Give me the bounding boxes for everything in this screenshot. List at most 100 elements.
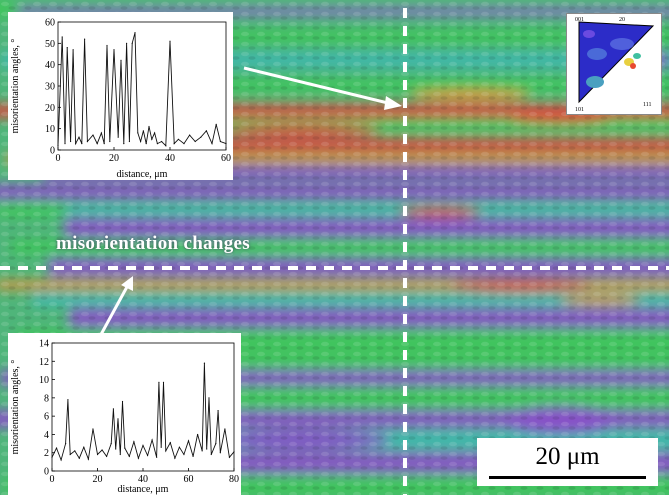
chart2-y-tick-label: 10 xyxy=(39,375,49,386)
chart2-y-tick-label: 8 xyxy=(44,393,49,404)
chart1-data-point xyxy=(154,132,156,134)
chart1-data-point xyxy=(194,140,196,143)
chart2-y-tick-label: 0 xyxy=(44,467,49,478)
chart2-data-point xyxy=(174,457,176,459)
chart2-data-point xyxy=(233,451,235,453)
chart1-data-point xyxy=(156,143,158,145)
chart1-data-point xyxy=(148,125,150,128)
ipf-label-101: 101 xyxy=(575,107,584,113)
chart2-data-point xyxy=(106,455,108,457)
chart1-y-axis-label: misorientation angles, ° xyxy=(10,39,21,134)
chart2-data-point xyxy=(137,457,140,459)
ipf-color-key: 001 20 101 111 xyxy=(566,13,662,115)
chart1-data-point xyxy=(123,143,125,145)
profile-chart-bottom: 0 20 40 60 80 0 2 4 6 8 10 12 14 distance, μm misorien… xyxy=(8,333,241,495)
chart1-data-point xyxy=(106,44,108,47)
chart1-data-point xyxy=(200,136,202,138)
chart1-data-point xyxy=(219,140,221,143)
chart2-data-point xyxy=(51,456,53,458)
chart2-data-point xyxy=(206,448,208,450)
chart1-data-point xyxy=(140,140,142,143)
ipf-label-111: 111 xyxy=(643,102,652,108)
chart1-data-point xyxy=(75,143,77,145)
chart1-data-point xyxy=(169,40,171,42)
chart1-data-point xyxy=(161,140,163,143)
chart1-data-point xyxy=(84,38,86,40)
chart1-data-point xyxy=(100,132,102,134)
chart2-data-point xyxy=(112,408,115,410)
chart2-data-point xyxy=(192,455,194,457)
chart1-x-tick-label: 20 xyxy=(109,153,119,164)
arrow-bottom xyxy=(96,276,133,341)
chart2-data-point xyxy=(162,381,165,383)
chart1-data-point xyxy=(72,49,74,51)
chart1-data-point xyxy=(225,143,227,145)
chart2-data-point xyxy=(110,442,112,445)
chart1-y-tick-label: 10 xyxy=(45,124,55,135)
chart2-data-point xyxy=(156,456,158,458)
chart2-data-point xyxy=(217,410,219,412)
chart2-data-point xyxy=(219,452,221,454)
chart1-data-point xyxy=(70,140,72,143)
chart2-data-point xyxy=(210,453,212,456)
chart2-data-point xyxy=(74,450,76,452)
chart2-data-point xyxy=(78,457,80,459)
ipf-label-001: 001 xyxy=(575,17,584,23)
profile-chart-top: 0 20 40 60 0 10 20 30 40 50 60 distance, μm misorien… xyxy=(8,12,233,180)
chart1-data-point xyxy=(66,47,68,49)
chart2-data-point xyxy=(65,442,67,445)
chart1-data-point xyxy=(117,136,119,138)
chart2-data-point xyxy=(124,447,126,449)
chart1-data-point xyxy=(151,138,153,140)
chart2-data-point xyxy=(92,428,94,430)
chart2-data-point xyxy=(146,454,149,457)
chart1-data-point xyxy=(61,36,63,38)
scale-bar: 20 μm xyxy=(477,438,658,486)
chart2-x-tick-label: 60 xyxy=(184,474,194,485)
chart2-data-point xyxy=(87,458,89,460)
chart2-y-axis-label: misorientation angles, ° xyxy=(10,360,21,455)
chart1-y-tick-label: 20 xyxy=(45,103,55,114)
chart1-data-point xyxy=(215,123,217,125)
chart1-data-point xyxy=(134,32,136,34)
chart1-data-point xyxy=(173,143,175,145)
chart2-data-point xyxy=(121,400,124,403)
chart2-data-point xyxy=(119,453,121,456)
chart2-y-tick-label: 2 xyxy=(44,448,49,459)
chart2-data-point xyxy=(178,446,180,448)
chart1-data-point xyxy=(189,134,191,136)
chart2-y-tick-label: 4 xyxy=(44,430,49,441)
chart1-data-point xyxy=(142,130,144,132)
chart2-x-tick-label: 0 xyxy=(50,474,55,485)
chart1-data-point xyxy=(86,140,88,143)
chart1-data-point xyxy=(113,49,115,51)
chart2-data-point xyxy=(115,448,117,450)
chart1-data-point xyxy=(137,132,139,134)
chart1-data-point xyxy=(120,59,122,62)
chart1-profile-series xyxy=(57,32,227,147)
chart2-data-point xyxy=(96,453,99,456)
misorientation-label: misorientation changes xyxy=(56,233,250,254)
chart2-data-point xyxy=(215,442,217,445)
chart1-x-tick-label: 0 xyxy=(56,153,61,164)
chart1-data-point xyxy=(64,143,66,145)
chart2-plot-frame xyxy=(51,342,235,472)
scale-bar-label: 20 μm xyxy=(535,443,600,470)
chart1-data-point xyxy=(81,143,83,145)
arrow-top xyxy=(243,66,402,110)
chart2-x-axis-label: distance, μm xyxy=(118,484,169,495)
chart1-data-point xyxy=(145,143,147,145)
chart2-data-point xyxy=(187,440,190,442)
chart1-data-point xyxy=(183,143,185,145)
chart2-x-tick-label: 20 xyxy=(93,474,103,485)
chart1-data-point xyxy=(78,136,80,138)
chart2-data-point xyxy=(101,449,103,451)
chart2-data-point xyxy=(117,418,119,420)
chart2-data-point xyxy=(67,399,69,401)
chart2-data-point xyxy=(201,450,203,452)
chart2-data-point xyxy=(60,459,62,461)
chart1-data-point xyxy=(92,134,94,136)
chart1-x-axis-label: distance, μm xyxy=(117,169,168,180)
chart2-data-point xyxy=(203,362,206,364)
